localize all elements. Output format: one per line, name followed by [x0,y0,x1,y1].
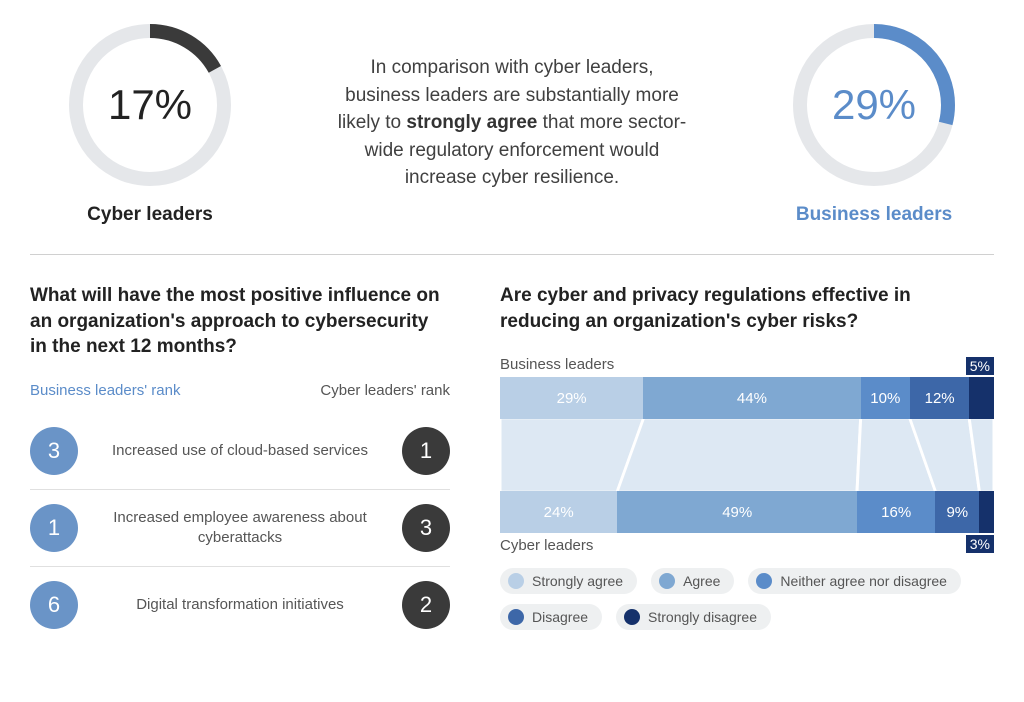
top-comparison-row: 17% Cyber leaders In comparison with cyb… [30,20,994,255]
bar-segment: 24% [500,491,617,533]
legend-item: Disagree [500,604,602,630]
cyber-percent: 17% [108,81,192,129]
legend-item: Strongly agree [500,568,637,594]
business-rank-circle: 1 [30,504,78,552]
business-rank-circle: 3 [30,427,78,475]
cyber-donut-block: 17% Cyber leaders [30,20,270,226]
bar-business: 29%44%10%12% [500,377,994,419]
ranking-headers: Business leaders' rank Cyber leaders' ra… [30,382,450,399]
label-business-leaders: Business leaders [500,356,994,373]
ranking-rows: 3Increased use of cloud-based services11… [30,413,450,643]
bar-segment: 49% [617,491,857,533]
business-rank-circle: 6 [30,581,78,629]
business-label: Business leaders [796,204,952,226]
funnel [500,419,994,491]
rank-label: Increased use of cloud-based services [78,441,402,461]
ranking-title: What will have the most positive influen… [30,283,450,360]
bar-cyber-wrap: 24%49%16%9% 3% [500,491,994,533]
rank-label: Digital transformation initiatives [78,595,402,615]
rank-label: Increased employee awareness about cyber… [78,508,402,549]
bar-segment-outside-label: 3% [966,535,994,553]
bar-segment: 10% [861,377,910,419]
legend-item: Agree [651,568,734,594]
bar-segment: 9% [935,491,979,533]
cyber-rank-circle: 3 [402,504,450,552]
header-cyber: Cyber leaders' rank [320,382,450,399]
legend-item: Neither agree nor disagree [748,568,961,594]
cyber-donut: 17% [65,20,235,190]
bar-segment [969,377,994,419]
legend-dot [659,573,675,589]
cyber-rank-circle: 1 [402,427,450,475]
business-donut: 29% [789,20,959,190]
rank-row: 1Increased employee awareness about cybe… [30,490,450,567]
business-donut-block: 29% Business leaders [754,20,994,226]
rank-row: 3Increased use of cloud-based services1 [30,413,450,490]
legend-dot [508,609,524,625]
rank-row: 6Digital transformation initiatives2 [30,567,450,643]
bar-segment: 44% [643,377,860,419]
bar-business-wrap: 29%44%10%12% 5% [500,377,994,419]
legend-dot [624,609,640,625]
bottom-row: What will have the most positive influen… [30,255,994,643]
label-cyber-leaders: Cyber leaders [500,537,994,554]
legend: Strongly agree Agree Neither agree nor dis… [500,568,994,630]
bar-segment: 12% [910,377,969,419]
bar-segment [979,491,994,533]
bar-segment: 29% [500,377,643,419]
bar-segment: 16% [857,491,935,533]
stacked-column: Are cyber and privacy regulations effect… [500,283,994,643]
cyber-label: Cyber leaders [87,204,213,226]
legend-dot [756,573,772,589]
text-bold: strongly agree [406,112,537,133]
legend-dot [508,573,524,589]
legend-item: Strongly disagree [616,604,771,630]
business-percent: 29% [832,81,916,129]
cyber-rank-circle: 2 [402,581,450,629]
header-business: Business leaders' rank [30,382,180,399]
comparison-text: In comparison with cyber leaders, busine… [332,54,692,192]
ranking-column: What will have the most positive influen… [30,283,450,643]
stacked-title: Are cyber and privacy regulations effect… [500,283,994,334]
bar-segment-outside-label: 5% [966,357,994,375]
bar-cyber: 24%49%16%9% [500,491,994,533]
